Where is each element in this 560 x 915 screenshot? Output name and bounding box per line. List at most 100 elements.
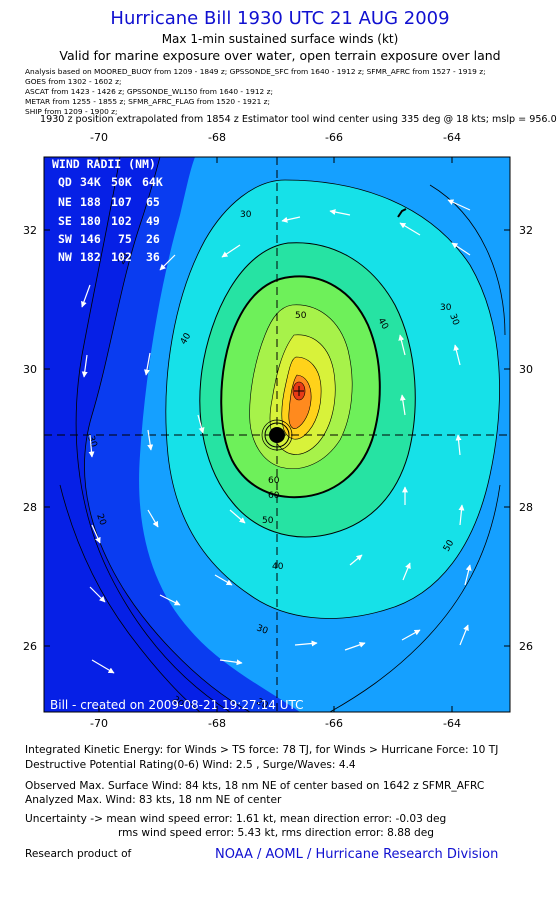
wind-arrow: [144, 352, 151, 376]
wind-radii-cell: 146: [80, 232, 101, 246]
contour-label: 30: [240, 210, 252, 220]
lon-tick-label: -68: [208, 131, 226, 144]
wind-radii-cell: 36: [146, 250, 160, 264]
position-note: 1930 z position extrapolated from 1854 z…: [40, 114, 560, 125]
wind-arrow: [453, 344, 461, 366]
wind-arrow: [89, 586, 106, 603]
page-title: Hurricane Bill 1930 UTC 21 AUG 2009: [110, 8, 450, 29]
noaa-link[interactable]: NOAA / AOML / Hurricane Research Divisio…: [215, 847, 499, 862]
analysis-source-line: ASCAT from 1423 - 1426 z; GPSSONDE_WL150…: [25, 87, 273, 96]
observed-max-line: Observed Max. Surface Wind: 84 kts, 18 n…: [25, 780, 485, 792]
contour-line: [429, 184, 506, 336]
wind-radii-cell: SW: [58, 232, 72, 246]
wind-arrow: [91, 524, 101, 544]
lat-tick-label: 30: [519, 363, 533, 376]
wind-radii-cell: NW: [58, 250, 72, 264]
contour-line: [59, 484, 201, 712]
lon-tick-label: -64: [443, 131, 461, 144]
station-marker: [397, 208, 407, 218]
dpr-line: Destructive Potential Rating(0-6) Wind: …: [25, 759, 356, 771]
wind-arrow: [344, 641, 366, 651]
wind-radii-cell: 182: [80, 250, 101, 264]
wind-arrow: [447, 199, 471, 211]
contour-label: 30: [255, 623, 269, 636]
contour-label: 30: [85, 435, 98, 449]
map-frame: [43, 156, 511, 713]
analysis-source-line: METAR from 1255 - 1855 z; SFMR_AFRC_FLAG…: [25, 97, 270, 106]
lat-tick-label: 28: [519, 501, 533, 514]
wind-arrow: [294, 640, 318, 647]
wind-arrow: [458, 504, 465, 526]
wind-radii-table: WIND RADII (NM) QD 34K 50K 64K NE 188 10…: [52, 157, 163, 264]
page-subtitle: Max 1-min sustained surface winds (kt): [161, 32, 399, 46]
wind-arrow: [464, 564, 472, 586]
ike-line: Integrated Kinetic Energy: for Winds > T…: [25, 744, 499, 756]
lat-tick-label: 26: [519, 640, 533, 653]
lon-tick-label: -68: [208, 717, 226, 730]
wind-arrow: [147, 429, 154, 451]
uncertainty-line: Uncertainty -> mean wind speed error: 1.…: [25, 813, 447, 825]
research-label: Research product of: [25, 848, 132, 860]
wind-arrow: [459, 624, 469, 646]
lon-tick-label: -64: [443, 717, 461, 730]
wind-arrow: [229, 509, 246, 524]
wind-arrow: [147, 509, 159, 528]
wind-arrow: [91, 659, 115, 674]
wind-radii-cell: 49: [146, 214, 160, 228]
wind-arrow: [81, 284, 91, 308]
wind-radii-cell: 102: [111, 250, 132, 264]
contour-label: 30: [440, 303, 452, 313]
created-label: Bill - created on 2009-08-21 19:27:14 UT…: [50, 698, 304, 712]
wind-arrows: [81, 199, 472, 674]
analysis-source-line: Analysis based on MOORED_BUOY from 1209 …: [25, 67, 486, 76]
wind-arrow: [349, 554, 363, 566]
lon-tick-label: -70: [90, 131, 108, 144]
lon-tick-label: -66: [325, 717, 343, 730]
valid-note: Valid for marine exposure over water, op…: [59, 48, 501, 63]
wind-arrow: [398, 334, 406, 356]
wind-arrow: [159, 254, 176, 271]
lon-tick-label: -70: [90, 717, 108, 730]
wind-radii-cell: 188: [80, 195, 101, 209]
wind-arrow: [399, 394, 406, 416]
contour-label: 50: [262, 516, 274, 526]
wind-arrow: [159, 594, 181, 606]
wind-arrow: [81, 354, 88, 378]
wind-arrow: [451, 242, 471, 256]
max-wind-marker: [294, 386, 304, 396]
wind-map: -70 -68 -66 -64 -70 -68 -66 -64 32 30 28…: [23, 131, 533, 730]
wind-radii-title: WIND RADII (NM): [52, 157, 156, 171]
contour-label: 20: [94, 513, 107, 527]
contour-label: 50: [295, 311, 307, 321]
wind-radii-cell: 180: [80, 214, 101, 228]
lat-tick-label: 32: [519, 224, 533, 237]
uncertainty-rms-line: rms wind speed error: 5.43 kt, rms direc…: [118, 827, 435, 839]
wind-radii-cell: NE: [58, 195, 72, 209]
wind-arrow: [455, 434, 462, 456]
contour-label: 60: [268, 476, 280, 486]
wind-arrow: [197, 414, 205, 434]
contour-line: [329, 484, 501, 712]
analysis-source-line: SHIP from 1209 - 1900 z;: [25, 107, 118, 116]
analyzed-max-line: Analyzed Max. Wind: 83 kts, 18 nm NE of …: [25, 794, 282, 806]
wind-radii-header: 50K: [111, 175, 132, 189]
wind-radii-header: 64K: [142, 175, 163, 189]
contour-label: 40: [272, 562, 284, 572]
wind-radii-cell: 107: [111, 195, 132, 209]
axis-ticks: [44, 157, 510, 712]
contour-label: 60: [268, 491, 280, 501]
wind-arrow: [402, 562, 411, 581]
wind-radii-header: 34K: [80, 175, 101, 189]
contour-line: [75, 157, 231, 712]
wind-arrow: [219, 659, 243, 666]
wind-radii-header: QD: [58, 175, 72, 189]
analysis-source-line: GOES from 1302 - 1602 z;: [25, 77, 122, 86]
wind-arrow: [399, 222, 421, 236]
contour-label: 30: [447, 313, 460, 327]
lat-tick-label: 32: [23, 224, 37, 237]
wind-arrow: [329, 209, 351, 216]
wind-arrow: [401, 629, 421, 641]
lat-tick-label: 30: [23, 363, 37, 376]
wind-arrow: [221, 244, 241, 258]
wind-radii-cell: 102: [111, 214, 132, 228]
